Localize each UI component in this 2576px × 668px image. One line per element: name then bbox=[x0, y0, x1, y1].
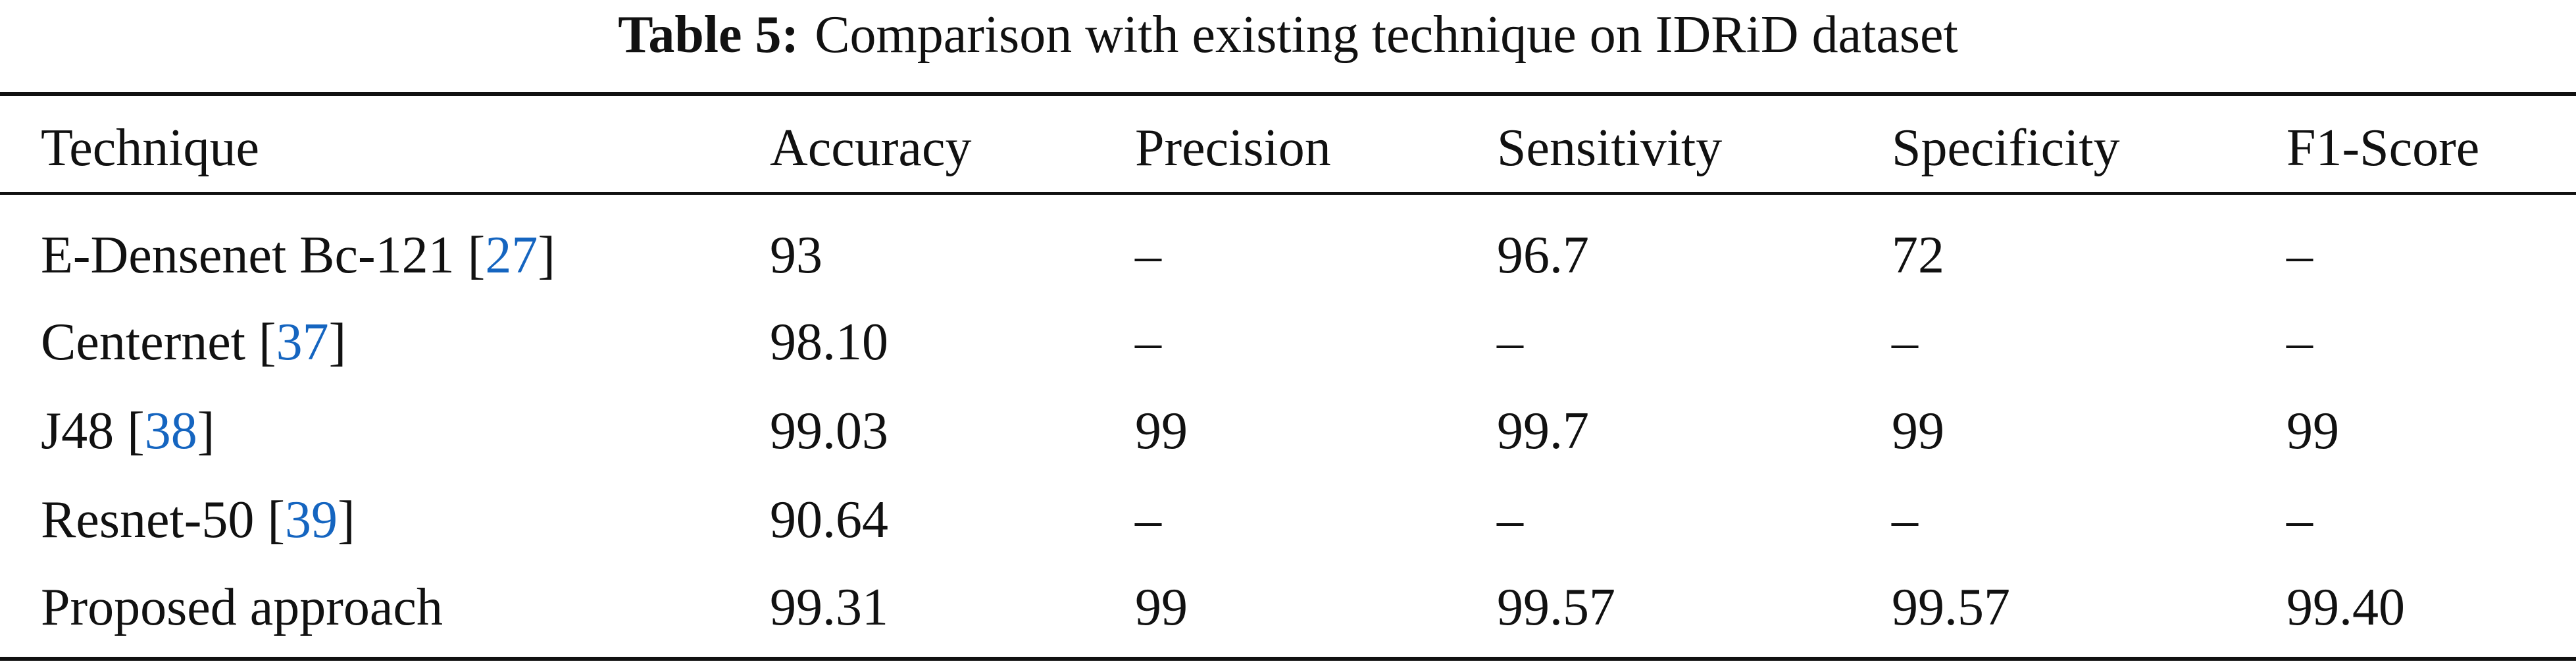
value-cell: 99 bbox=[1892, 402, 1944, 460]
citation: 39 bbox=[267, 491, 355, 549]
value-cell: 99.03 bbox=[770, 402, 888, 460]
technique-cell: Centernet 37 bbox=[41, 309, 346, 375]
citation: 27 bbox=[468, 226, 555, 284]
value-cell: 99.40 bbox=[2286, 578, 2405, 636]
value-cell: – bbox=[1892, 491, 1918, 549]
technique-cell: J48 38 bbox=[41, 398, 215, 464]
caption-label: Table 5: bbox=[618, 6, 799, 64]
header-cell: Accuracy bbox=[770, 119, 972, 177]
value-cell: – bbox=[1135, 491, 1161, 549]
value-cell: – bbox=[2286, 226, 2313, 284]
header-cell: Technique bbox=[41, 119, 260, 177]
technique-name: E-Densenet Bc-121 bbox=[41, 226, 455, 284]
technique-name: Proposed approach bbox=[41, 578, 443, 636]
value-cell: – bbox=[1135, 313, 1161, 371]
citation: 37 bbox=[259, 313, 346, 371]
value-cell: 93 bbox=[770, 226, 822, 284]
value-cell: 96.7 bbox=[1497, 226, 1589, 284]
value-cell: 99 bbox=[1135, 402, 1188, 460]
value-cell: 99.7 bbox=[1497, 402, 1589, 460]
value-cell: 99.57 bbox=[1892, 578, 2010, 636]
technique-cell: E-Densenet Bc-121 27 bbox=[41, 222, 555, 288]
header-cell: Precision bbox=[1135, 119, 1331, 177]
technique-name: J48 bbox=[41, 402, 114, 460]
value-cell: – bbox=[2286, 491, 2313, 549]
value-cell: 72 bbox=[1892, 226, 1944, 284]
value-cell: 98.10 bbox=[770, 313, 888, 371]
bottom-rule bbox=[0, 657, 2576, 661]
caption: Table 5: Comparison with existing techniq… bbox=[0, 5, 2576, 64]
value-cell: 99.31 bbox=[770, 578, 888, 636]
header-cell: Sensitivity bbox=[1497, 119, 1723, 177]
value-cell: – bbox=[1135, 226, 1161, 284]
citation: 38 bbox=[127, 402, 215, 460]
technique-cell: Proposed approach bbox=[41, 575, 443, 640]
value-cell: – bbox=[1892, 313, 1918, 371]
top-rule bbox=[0, 92, 2576, 96]
header-cell: F1-Score bbox=[2286, 119, 2480, 177]
caption-text: Comparison with existing technique on ID… bbox=[815, 6, 1958, 64]
value-cell: 90.64 bbox=[770, 491, 888, 549]
value-cell: 99.57 bbox=[1497, 578, 1615, 636]
value-cell: – bbox=[2286, 313, 2313, 371]
technique-cell: Resnet-50 39 bbox=[41, 487, 355, 553]
value-cell: – bbox=[1497, 313, 1523, 371]
value-cell: 99 bbox=[1135, 578, 1188, 636]
value-cell: – bbox=[1497, 491, 1523, 549]
mid-rule bbox=[0, 192, 2576, 195]
technique-name: Resnet-50 bbox=[41, 491, 255, 549]
header-cell: Specificity bbox=[1892, 119, 2120, 177]
technique-name: Centernet bbox=[41, 313, 245, 371]
value-cell: 99 bbox=[2286, 402, 2339, 460]
